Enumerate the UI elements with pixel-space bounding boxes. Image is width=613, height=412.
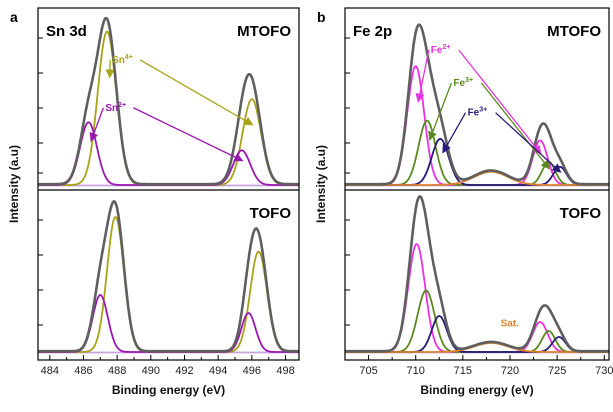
- peak-label-text: Fe: [431, 45, 443, 56]
- peak-arrow: [458, 49, 542, 155]
- peak-label-fe2plus: Fe2+: [431, 44, 451, 56]
- x-tick-label: 705: [359, 365, 377, 377]
- peak-label-sup: 3+: [465, 77, 473, 84]
- peak-arrow: [442, 112, 467, 154]
- x-tick-label: 496: [243, 365, 261, 377]
- x-tick-label: 710: [407, 365, 425, 377]
- x-tick-label: 720: [501, 365, 519, 377]
- sample-label-tofo: TOFO: [560, 205, 602, 222]
- peak-label-sup: 2+: [442, 44, 450, 51]
- peak-label-text: Fe: [453, 78, 465, 89]
- peak-label-sn4plus: Sn4+: [112, 54, 133, 66]
- x-tick-label: 715: [454, 365, 472, 377]
- x-tick-label: 730: [595, 365, 613, 377]
- peak-label-sn2plus: Sn2+: [105, 102, 126, 114]
- sample-label-mtofo: MTOFO: [237, 23, 291, 40]
- peak-label-text: Sn: [112, 55, 125, 66]
- x-axis-title: Binding energy (eV): [112, 383, 225, 397]
- envelope-curve: [345, 195, 609, 353]
- x-tick-label: 486: [74, 365, 92, 377]
- envelope-curve: [345, 23, 609, 186]
- x-tick-label: 494: [209, 365, 227, 377]
- panel-title: Sn 3d: [46, 23, 87, 40]
- panel-letter: b: [317, 9, 326, 25]
- x-tick-label: 488: [108, 365, 126, 377]
- peak-label-fe3plusb: Fe3+: [468, 107, 488, 119]
- peak-arrow: [428, 82, 453, 141]
- component-fe3plus-curve: [345, 289, 609, 353]
- x-tick-label: 725: [548, 365, 566, 377]
- peak-label-sup: 3+: [479, 107, 487, 114]
- subpanel-tofo: TOFO: [38, 200, 299, 354]
- peak-label-sup: 2+: [118, 102, 126, 109]
- envelope-curve: [38, 16, 299, 186]
- peak-label-text: Sn: [105, 103, 118, 114]
- panel-letter: a: [10, 9, 18, 25]
- peak-label-fe3plus: Fe3+: [453, 77, 473, 89]
- peak-arrow: [139, 59, 254, 126]
- peak-arrow: [415, 49, 430, 103]
- peak-arrow: [133, 107, 244, 162]
- x-tick-label: 490: [142, 365, 160, 377]
- peak-arrow: [480, 82, 550, 170]
- y-axis-title: Intensity (a.u): [7, 145, 21, 223]
- subpanel-tofo: TOFO Sat.: [345, 195, 609, 354]
- peak-label-text: Sat.: [501, 319, 520, 330]
- envelope-curve: [38, 200, 299, 353]
- x-tick-label: 498: [276, 365, 294, 377]
- peak-label-text: Fe: [468, 108, 480, 119]
- peak-arrow: [495, 112, 562, 173]
- x-tick-label: 484: [41, 365, 59, 377]
- plot-frame: [37, 7, 300, 361]
- component-sn2plus-curve: [38, 294, 299, 353]
- component-fe2plus-curve: [345, 65, 609, 186]
- x-axis-title: Binding energy (eV): [420, 383, 533, 397]
- sample-label-tofo: TOFO: [250, 205, 292, 222]
- peak-label-sat: Sat.: [501, 319, 520, 330]
- panel-title: Fe 2p: [353, 23, 392, 40]
- y-axis-title: Intensity (a.u): [314, 145, 328, 223]
- component-fe2plus-curve: [345, 243, 609, 353]
- peak-label-sup: 4+: [125, 54, 133, 61]
- x-tick-label: 492: [175, 365, 193, 377]
- peak-arrow: [89, 107, 104, 142]
- sample-label-mtofo: MTOFO: [547, 23, 601, 40]
- plot-frame: [344, 7, 610, 361]
